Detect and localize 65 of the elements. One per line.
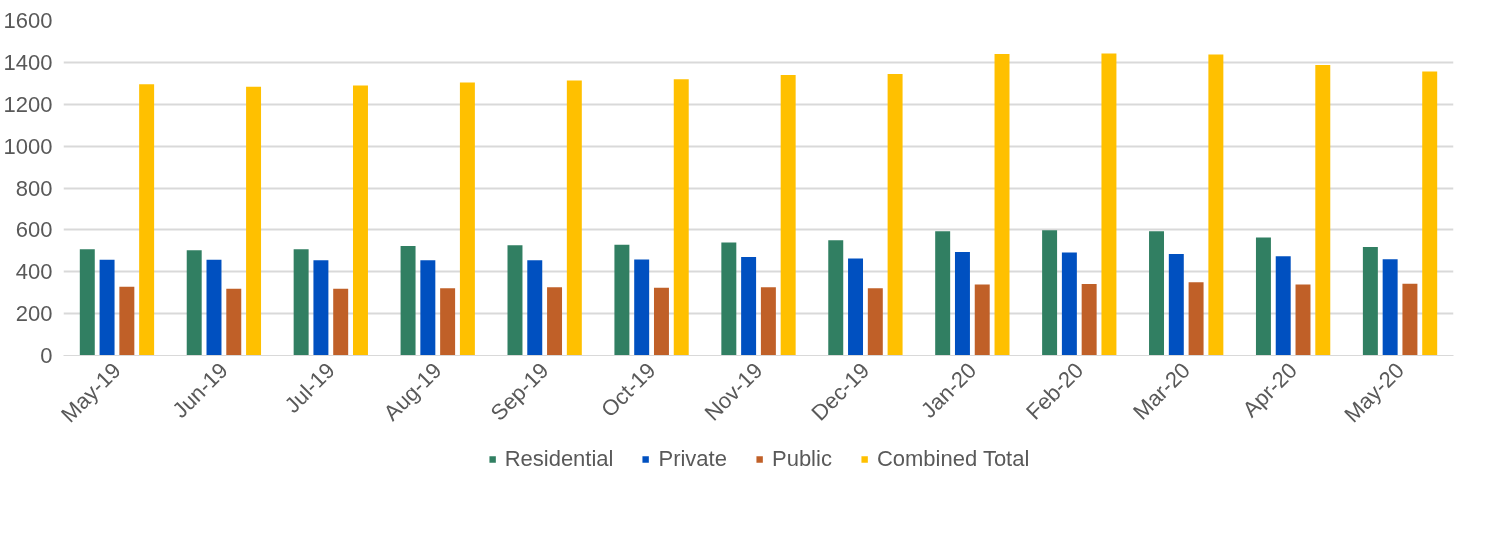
bar [1382,259,1398,356]
bar [246,86,262,356]
bar [1315,65,1331,356]
bar [313,260,329,356]
bar [780,74,796,356]
bar [867,288,883,356]
bar [653,287,669,356]
bar [293,249,309,356]
bar [459,82,475,356]
y-tick-label: 400 [15,259,53,285]
bar [741,257,757,356]
y-tick-label: 1400 [3,49,53,75]
bar [99,259,115,356]
bar [139,84,155,356]
bar [1081,284,1097,356]
bar [119,286,135,356]
bar [440,288,456,356]
bar [507,245,523,356]
bar [1422,71,1438,356]
bar [848,258,864,356]
bar [1188,282,1204,356]
bar [828,240,844,356]
bar [1208,54,1224,356]
bar [79,249,95,356]
bar [1101,53,1117,356]
bar [547,287,563,356]
bar [1275,256,1291,356]
bar [400,246,416,356]
bar [1402,283,1418,356]
bar [935,231,951,356]
bar [527,260,543,356]
y-tick-label: 200 [15,301,53,327]
y-tick-label: 1200 [3,91,53,117]
bar [614,244,630,356]
bar [954,252,970,356]
y-tick-label: 0 [40,343,53,368]
y-tick-label: 1000 [3,133,53,159]
bar [1042,230,1058,356]
bar [1255,237,1271,356]
bar [887,74,903,356]
legend-label: Combined Total [876,446,1030,472]
y-tick-label: 1600 [3,8,53,33]
bar [974,284,990,356]
bar [206,259,222,356]
legend-label: Residential [504,446,614,472]
bar [1362,247,1378,356]
bar [420,260,436,356]
bar [1295,284,1311,356]
bar [186,250,202,356]
bar [566,80,582,356]
bar [1149,231,1165,356]
bar [352,85,368,356]
bar [333,288,349,356]
bar [673,79,689,356]
bar [1061,252,1077,356]
legend-label: Private [658,446,727,472]
bar [1168,253,1184,356]
y-tick-label: 600 [15,217,53,243]
bar [721,242,737,356]
y-tick-label: 800 [15,175,53,201]
bar [760,287,776,356]
bar [634,259,650,356]
legend-label: Public [771,446,832,472]
bar [226,288,242,356]
bar [994,54,1010,356]
